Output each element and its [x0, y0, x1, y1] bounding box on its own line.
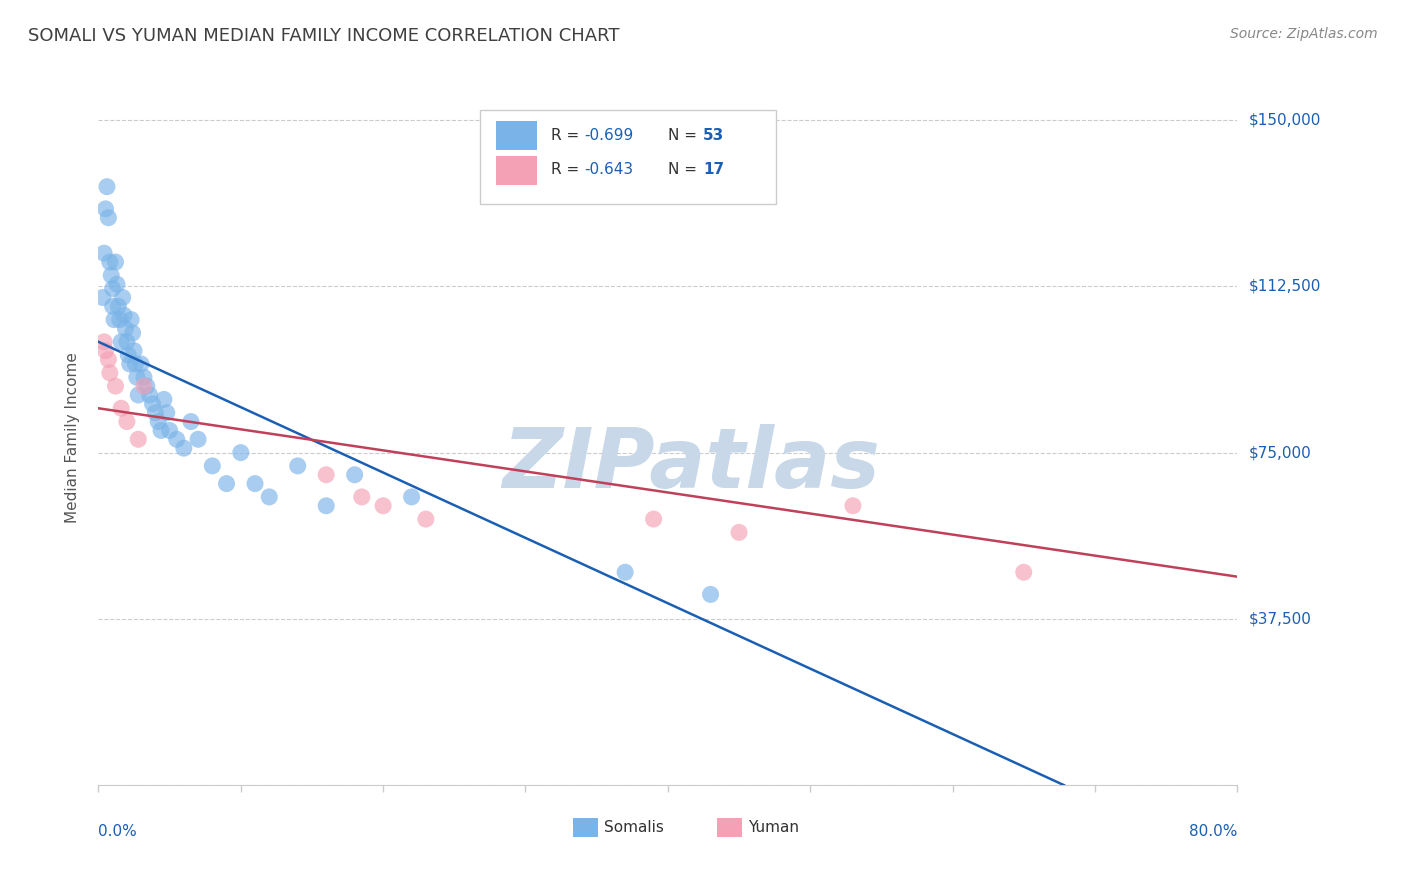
- Point: [124, 357, 146, 371]
- Point: [287, 458, 309, 473]
- Point: [108, 312, 131, 326]
- Point: [135, 379, 157, 393]
- Text: ZIPatlas: ZIPatlas: [502, 425, 880, 506]
- Point: [94, 343, 117, 358]
- Point: [148, 415, 170, 429]
- Text: SOMALI VS YUMAN MEDIAN FAMILY INCOME CORRELATION CHART: SOMALI VS YUMAN MEDIAN FAMILY INCOME COR…: [28, 27, 620, 45]
- Point: [105, 277, 128, 292]
- Point: [132, 370, 155, 384]
- Bar: [574, 818, 599, 837]
- Point: [180, 415, 202, 429]
- Point: [215, 476, 238, 491]
- Text: $112,500: $112,500: [1249, 279, 1320, 293]
- Point: [104, 255, 127, 269]
- Text: R =: R =: [551, 128, 583, 143]
- Bar: [496, 156, 537, 186]
- Point: [145, 406, 167, 420]
- Point: [343, 467, 366, 482]
- Point: [118, 357, 141, 371]
- Point: [259, 490, 281, 504]
- Text: $37,500: $37,500: [1249, 611, 1312, 626]
- Point: [243, 476, 266, 491]
- Point: [93, 246, 115, 260]
- Point: [101, 299, 124, 313]
- Point: [101, 282, 124, 296]
- Point: [104, 379, 127, 393]
- Point: [98, 255, 121, 269]
- Y-axis label: Median Family Income: Median Family Income: [65, 351, 80, 523]
- Point: [401, 490, 423, 504]
- Point: [728, 525, 751, 540]
- Point: [132, 379, 155, 393]
- Point: [117, 348, 139, 362]
- Point: [173, 441, 195, 455]
- Text: $150,000: $150,000: [1249, 112, 1320, 128]
- Point: [97, 352, 120, 367]
- Point: [415, 512, 437, 526]
- Point: [141, 397, 163, 411]
- Point: [115, 334, 138, 349]
- Text: $75,000: $75,000: [1249, 445, 1312, 460]
- Point: [112, 308, 135, 322]
- Point: [373, 499, 395, 513]
- Point: [166, 432, 188, 446]
- Bar: [496, 121, 537, 151]
- Point: [187, 432, 209, 446]
- Point: [127, 432, 149, 446]
- Text: Source: ZipAtlas.com: Source: ZipAtlas.com: [1230, 27, 1378, 41]
- Point: [129, 357, 152, 371]
- Point: [120, 312, 142, 326]
- Point: [156, 406, 179, 420]
- Text: 0.0%: 0.0%: [98, 824, 138, 838]
- Point: [100, 268, 122, 283]
- Point: [699, 587, 721, 601]
- Point: [97, 211, 120, 225]
- Point: [121, 326, 143, 340]
- Text: -0.643: -0.643: [585, 162, 634, 178]
- Point: [98, 366, 121, 380]
- Point: [114, 321, 136, 335]
- Text: Somalis: Somalis: [605, 820, 664, 835]
- Point: [842, 499, 865, 513]
- Point: [1012, 566, 1035, 580]
- Point: [107, 299, 129, 313]
- Point: [122, 343, 145, 358]
- Point: [138, 388, 160, 402]
- Point: [201, 458, 224, 473]
- Point: [94, 202, 117, 216]
- Point: [127, 388, 149, 402]
- Bar: [717, 818, 742, 837]
- Text: R =: R =: [551, 162, 583, 178]
- Point: [110, 401, 132, 416]
- Text: 80.0%: 80.0%: [1189, 824, 1237, 838]
- Point: [229, 445, 252, 459]
- Point: [153, 392, 176, 407]
- Point: [614, 566, 637, 580]
- Text: -0.699: -0.699: [585, 128, 634, 143]
- Point: [110, 334, 132, 349]
- Point: [315, 499, 337, 513]
- Point: [91, 291, 114, 305]
- Text: 17: 17: [703, 162, 724, 178]
- Text: N =: N =: [668, 128, 702, 143]
- Text: 53: 53: [703, 128, 724, 143]
- Point: [93, 334, 115, 349]
- Point: [103, 312, 125, 326]
- Point: [150, 424, 173, 438]
- FancyBboxPatch shape: [479, 110, 776, 204]
- Text: Yuman: Yuman: [748, 820, 799, 835]
- Point: [111, 291, 134, 305]
- Point: [159, 424, 181, 438]
- Point: [96, 179, 118, 194]
- Text: N =: N =: [668, 162, 702, 178]
- Point: [643, 512, 665, 526]
- Point: [115, 415, 138, 429]
- Point: [125, 370, 148, 384]
- Point: [350, 490, 373, 504]
- Point: [315, 467, 337, 482]
